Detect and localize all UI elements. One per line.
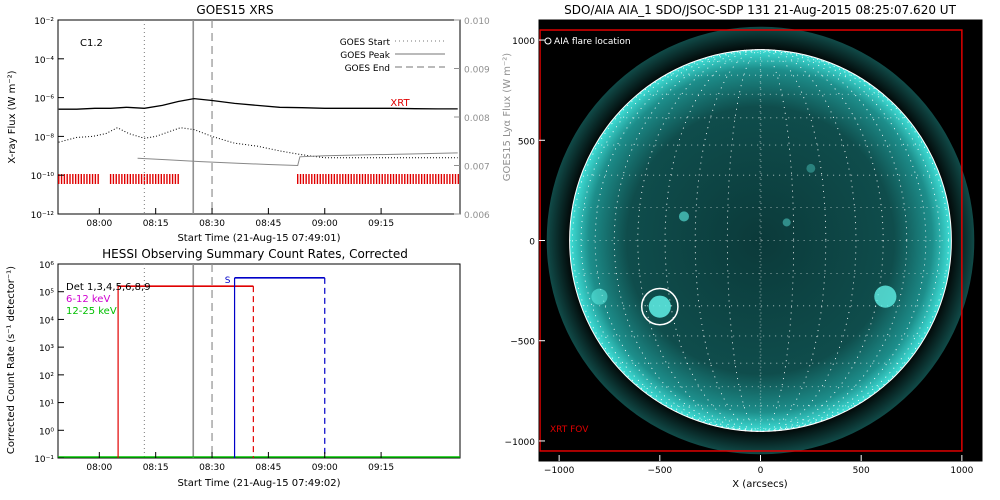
goes-y2-tick-label: 0.007 bbox=[464, 163, 490, 173]
active-region bbox=[678, 211, 690, 222]
active-region bbox=[648, 295, 671, 318]
goes-xrt-coverage bbox=[58, 174, 460, 184]
aia-y-tick-label: −1000 bbox=[505, 438, 536, 448]
goes-axes: 10⁻² 10⁻⁴ 10⁻⁶ 10⁻⁸ 10⁻¹⁰ 10⁻¹² 0.010 0.009 0.00… bbox=[31, 17, 490, 229]
goes-panel: GOES15 XRS 10⁻² 10⁻⁴ 10⁻⁶ 10⁻⁸ 10⁻¹⁰ 10⁻¹² 0.0… bbox=[7, 3, 513, 244]
goes-title: GOES15 XRS bbox=[196, 3, 273, 17]
aia-y-tick-label: 500 bbox=[518, 137, 535, 147]
hessi-x-tick-label: 09:15 bbox=[368, 463, 394, 473]
hessi-x-tick-label: 08:15 bbox=[143, 463, 169, 473]
aia-y-tick-label: 0 bbox=[529, 238, 535, 248]
goes-y-axis-label: X-ray Flux (W m⁻²) bbox=[7, 70, 18, 163]
grid-longitude-line bbox=[613, 49, 908, 432]
sun-disk bbox=[569, 49, 952, 432]
goes-legend-label: GOES Start bbox=[340, 38, 391, 48]
hessi-x-tick-label: 09:00 bbox=[312, 463, 338, 473]
goes-legend-label: GOES End bbox=[345, 64, 390, 74]
goes-x-tick-label: 08:45 bbox=[255, 219, 281, 229]
hessi-y-tick-label: 10⁵ bbox=[39, 289, 54, 299]
hessi-legend-label: 12-25 keV bbox=[66, 306, 117, 317]
goes-y-tick-label: 10⁻² bbox=[34, 17, 54, 27]
aia-title: SDO/AIA AIA_1 SDO/JSOC-SDP 131 21-Aug-20… bbox=[564, 3, 956, 17]
goes-x-tick-label: 09:00 bbox=[312, 219, 338, 229]
hessi-x-tick-label: 08:30 bbox=[199, 463, 225, 473]
goes-y2-tick-label: 0.010 bbox=[464, 17, 490, 27]
goes-flare-class: C1.2 bbox=[80, 38, 103, 49]
hessi-y-tick-label: 10² bbox=[39, 372, 54, 382]
grid-longitude-line bbox=[759, 49, 762, 432]
goes-y-tick-label: 10⁻¹⁰ bbox=[31, 172, 55, 182]
hessi-x-tick-label: 08:45 bbox=[255, 463, 281, 473]
hessi-lines: S bbox=[58, 264, 460, 458]
goes-series-group bbox=[58, 97, 458, 167]
goes-y-tick-label: 10⁻¹² bbox=[31, 211, 55, 221]
active-region bbox=[591, 288, 608, 305]
hessi-s-label: S bbox=[225, 276, 231, 286]
aia-y-tick-label: 1000 bbox=[512, 37, 535, 47]
aia-fov-label: XRT FOV bbox=[550, 425, 589, 435]
goes-y2-tick-label: 0.009 bbox=[464, 66, 490, 76]
goes-plot-frame bbox=[57, 19, 461, 215]
aia-x-tick-label: 0 bbox=[758, 466, 764, 476]
goes-lyman-alpha-line bbox=[137, 152, 458, 167]
hessi-y-tick-label: 10⁻¹ bbox=[34, 455, 54, 465]
aia-flare-legend: AIA flare location bbox=[544, 37, 631, 47]
hessi-title: HESSI Observing Summary Count Rates, Cor… bbox=[102, 247, 408, 261]
goes-legend: GOES Start GOES Peak GOES End bbox=[340, 38, 445, 74]
grid-longitude-line bbox=[694, 49, 827, 432]
active-regions bbox=[591, 163, 897, 318]
goes-short-channel-line bbox=[58, 127, 458, 159]
hessi-plot-frame bbox=[57, 263, 461, 459]
hessi-x-axis-label: Start Time (21-Aug-15 07:49:02) bbox=[177, 478, 340, 489]
hessi-y-axis-label: Corrected Count Rate (s⁻¹ detector⁻¹) bbox=[6, 266, 17, 454]
aia-y-tick-label: −500 bbox=[510, 338, 535, 348]
goes-y-tick-label: 10⁻⁴ bbox=[34, 56, 54, 66]
goes-y-tick-label: 10⁻⁸ bbox=[34, 133, 54, 143]
grid-longitude-line bbox=[637, 49, 884, 432]
hessi-y-tick-label: 10⁶ bbox=[39, 261, 54, 271]
aia-x-tick-label: 500 bbox=[853, 466, 870, 476]
aia-axes: −1000 −500 0 500 1000 1000 500 0 −500 −1000 bbox=[505, 37, 974, 476]
grid-longitude-line bbox=[580, 49, 941, 432]
hessi-legend-label: Det 1,3,4,5,6,8,9 bbox=[66, 282, 151, 293]
active-region bbox=[874, 285, 897, 308]
goes-y-tick-label: 10⁻⁶ bbox=[34, 95, 54, 105]
flare-location-circle bbox=[640, 287, 679, 326]
goes-x-tick-label: 08:15 bbox=[143, 219, 169, 229]
goes-y2-tick-label: 0.008 bbox=[464, 114, 490, 124]
goes-y2-tick-label: 0.006 bbox=[464, 211, 490, 221]
aia-x-axis-label: X (arcsecs) bbox=[732, 479, 788, 490]
hessi-legend-label: 6-12 keV bbox=[66, 294, 110, 305]
goes-x-tick-label: 09:15 bbox=[368, 219, 394, 229]
goes-x-tick-label: 08:30 bbox=[199, 219, 225, 229]
active-region bbox=[806, 163, 816, 173]
active-region bbox=[782, 218, 791, 227]
goes-long-channel-line bbox=[58, 97, 458, 110]
aia-x-tick-label: −1000 bbox=[544, 466, 575, 476]
hessi-y-tick-label: 10⁰ bbox=[39, 427, 54, 437]
solar-limb bbox=[569, 49, 952, 432]
aia-x-tick-label: 1000 bbox=[950, 466, 973, 476]
hessi-y-tick-label: 10³ bbox=[39, 344, 54, 354]
goes-xrt-label: XRT bbox=[390, 98, 410, 109]
flare-legend-marker bbox=[544, 37, 552, 45]
aia-x-tick-label: −500 bbox=[647, 466, 672, 476]
aia-panel: SDO/AIA AIA_1 SDO/JSOC-SDP 131 21-Aug-20… bbox=[505, 3, 983, 490]
grid-longitude-line bbox=[664, 49, 857, 432]
hessi-x-tick-label: 08:00 bbox=[86, 463, 112, 473]
hessi-panel: HESSI Observing Summary Count Rates, Cor… bbox=[6, 247, 461, 489]
goes-event-lines bbox=[143, 20, 213, 214]
aia-flare-label: AIA flare location bbox=[554, 37, 631, 47]
hessi-y-tick-label: 10¹ bbox=[39, 400, 54, 410]
goes-legend-label: GOES Peak bbox=[340, 51, 390, 61]
goes-y2-axis-label: GOES15 Lyα Flux (W m⁻²) bbox=[502, 53, 513, 181]
goes-x-tick-label: 08:00 bbox=[86, 219, 112, 229]
grid-longitude-line bbox=[572, 49, 949, 432]
hessi-y-tick-label: 10⁴ bbox=[39, 316, 54, 326]
hessi-axes: 10⁶ 10⁵ 10⁴ 10³ 10² 10¹ 10⁰ 10⁻¹ 08:00 08:15 08:30… bbox=[34, 261, 394, 473]
goes-x-axis-label: Start Time (21-Aug-15 07:49:01) bbox=[177, 233, 340, 244]
